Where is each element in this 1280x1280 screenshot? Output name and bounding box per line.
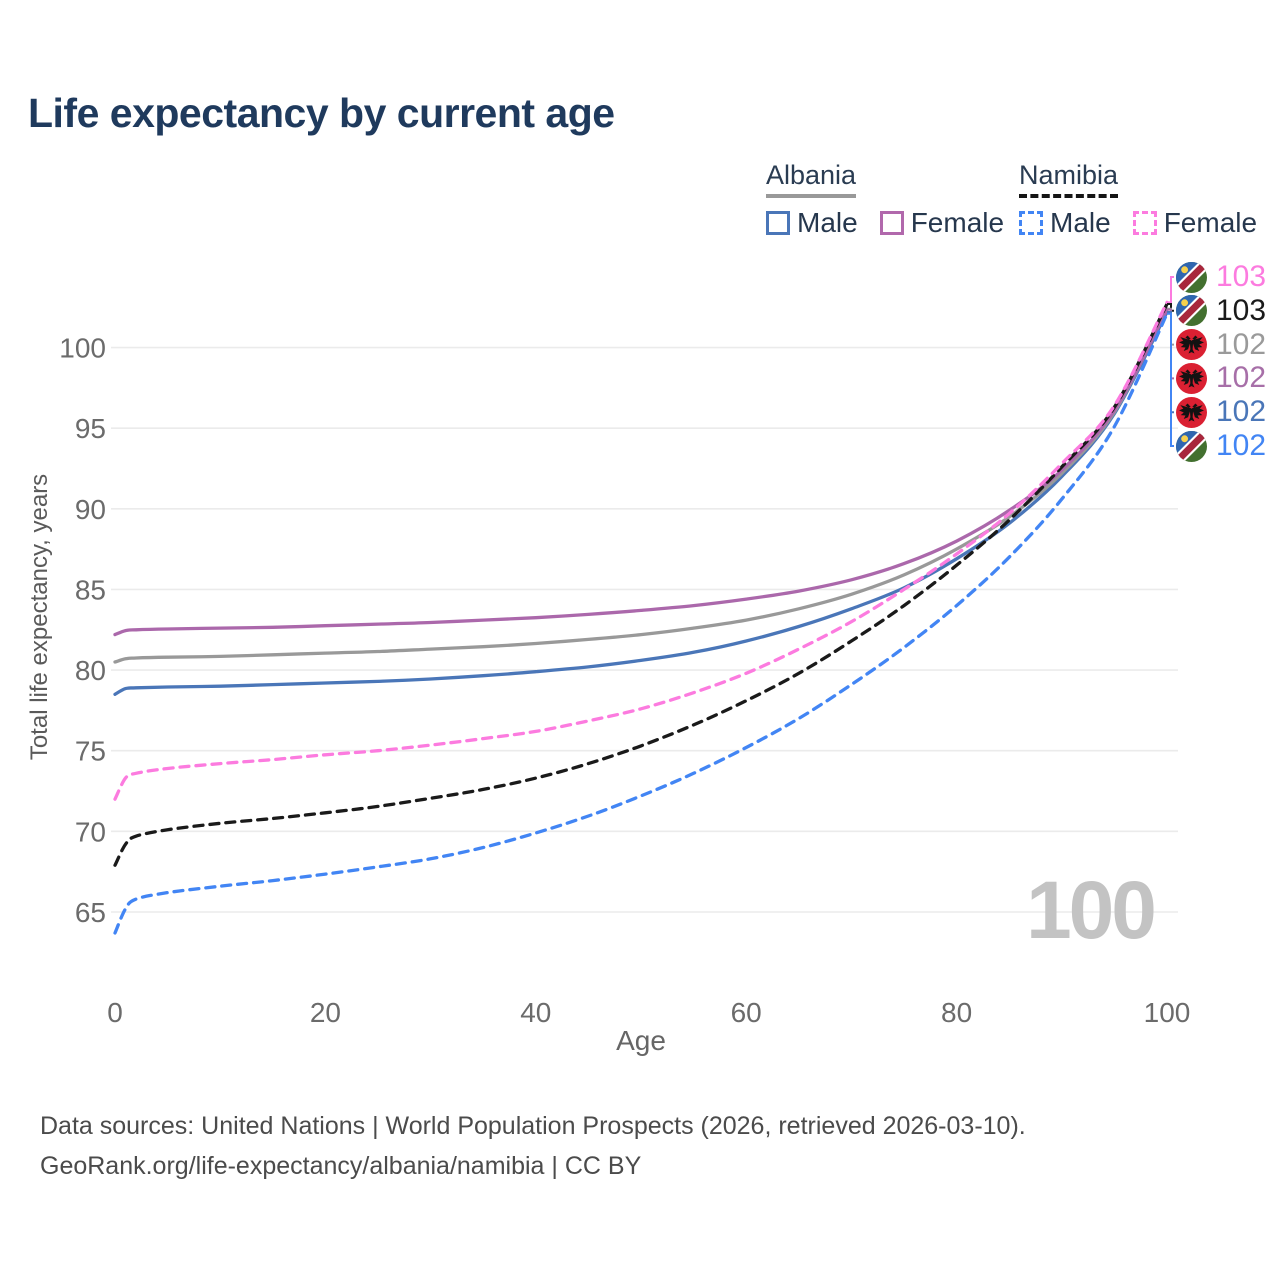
albania-flag-icon	[1176, 329, 1207, 361]
end-label-value: 103	[1216, 260, 1267, 293]
end-label-namibia-male: 102	[1176, 429, 1266, 463]
legend-label-namibia-male[interactable]: Male	[1050, 207, 1111, 238]
namibia-flag-icon	[1176, 430, 1207, 462]
end-label-value: 102	[1216, 361, 1267, 395]
end-label-value: 103	[1216, 293, 1267, 327]
footer-attribution: GeoRank.org/life-expectancy/albania/nami…	[40, 1152, 642, 1180]
y-tick-label-90: 90	[75, 494, 106, 525]
y-tick-label-75: 75	[75, 736, 106, 767]
y-tick-label-65: 65	[75, 897, 106, 928]
namibia-flag-icon	[1176, 261, 1207, 293]
legend-label-albania-female[interactable]: Female	[910, 207, 1005, 238]
footer: Data sources: United Nations | World Pop…	[40, 1106, 1026, 1186]
y-tick-label-85: 85	[75, 574, 106, 605]
series-line-albania-male	[113, 310, 1169, 696]
end-label-albania-male: 102	[1176, 395, 1266, 429]
series-line-namibia-male	[113, 312, 1169, 935]
legend-row-namibia: Male Female	[1019, 207, 1257, 239]
legend-country-namibia[interactable]: Namibia	[1019, 160, 1119, 198]
page-title: Life expectancy by current age	[28, 90, 615, 136]
end-label-namibia-both-sexes: 103	[1176, 294, 1266, 328]
albania-flag-icon	[1176, 396, 1207, 428]
legend-swatch-albania-female[interactable]	[879, 211, 904, 235]
legend-swatch-albania-male[interactable]	[766, 211, 790, 235]
legend-swatch-namibia-female[interactable]	[1132, 211, 1157, 235]
watermark-age-100: 100	[1026, 865, 1157, 956]
legend-group-namibia: Namibia Male Female	[1019, 160, 1257, 239]
x-tick-label-60: 60	[731, 997, 762, 1028]
legend-country-albania[interactable]: Albania	[766, 160, 857, 198]
y-tick-label-100: 100	[59, 333, 106, 364]
x-tick-label-20: 20	[310, 997, 341, 1028]
namibia-flag-icon	[1176, 295, 1207, 327]
series-line-namibia-female	[113, 300, 1169, 801]
y-tick-label-80: 80	[75, 655, 106, 686]
x-tick-label-80: 80	[941, 997, 972, 1028]
legend-row-albania: Male Female	[766, 207, 1004, 239]
legend-group-albania: Albania Male Female	[766, 160, 1004, 239]
end-label-namibia-female: 103	[1176, 260, 1266, 294]
legend-label-namibia-female[interactable]: Female	[1163, 207, 1258, 238]
end-label-albania-female: 102	[1176, 361, 1266, 395]
x-axis-title: Age	[616, 1025, 666, 1056]
legend-label-albania-male[interactable]: Male	[797, 207, 858, 238]
albania-flag-icon	[1176, 362, 1207, 394]
end-label-albania-both-sexes: 102	[1176, 328, 1266, 362]
series-line-albania-both-sexes	[113, 307, 1169, 664]
x-tick-label-0: 0	[107, 997, 123, 1028]
x-tick-label-100: 100	[1144, 997, 1191, 1028]
y-tick-label-95: 95	[75, 413, 106, 444]
end-label-value: 102	[1216, 429, 1267, 462]
x-tick-label-40: 40	[520, 997, 551, 1028]
legend-swatch-namibia-male[interactable]	[1019, 211, 1043, 235]
end-label-value: 102	[1216, 395, 1267, 429]
series-line-namibia-both-sexes	[113, 302, 1169, 867]
end-label-value: 102	[1216, 327, 1267, 361]
y-tick-label-70: 70	[75, 816, 106, 847]
footer-data-sources: Data sources: United Nations | World Pop…	[40, 1112, 1026, 1140]
leader-line-namibia-female	[1167, 276, 1174, 304]
leader-line-namibia-male	[1167, 312, 1174, 447]
y-axis-title: Total life expectancy, years	[26, 474, 53, 760]
leader-line-namibia-both-sexes	[1167, 303, 1174, 312]
series-line-albania-female	[113, 307, 1169, 637]
